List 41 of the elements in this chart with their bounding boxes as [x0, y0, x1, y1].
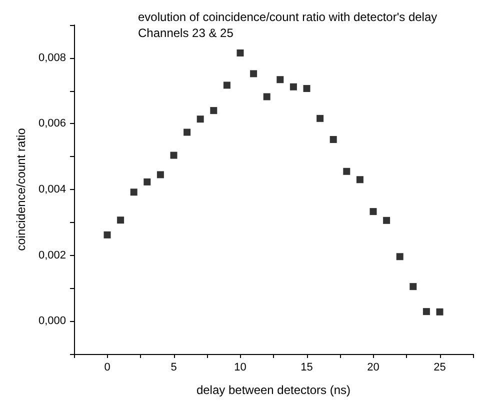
point [276, 76, 284, 84]
point [263, 93, 270, 100]
point [250, 70, 258, 78]
x-axis-title: delay between detectors (ns) [196, 383, 351, 397]
point [130, 188, 138, 196]
y-tick-label: 0,004 [38, 184, 66, 196]
y-axis-title: coincidence/count ratio [14, 128, 28, 251]
chart-title: evolution of coincidence/count ratio with detector's delay [138, 10, 438, 24]
point [303, 84, 310, 92]
point [356, 176, 364, 184]
point [330, 136, 337, 143]
point [290, 83, 297, 90]
x-tick-label: 15 [300, 362, 313, 374]
y-tick-label: 0,002 [38, 249, 66, 262]
x-tick-label: 0 [104, 362, 110, 374]
point [196, 116, 204, 123]
point [436, 308, 444, 316]
y-tick-label: 0,006 [38, 118, 66, 130]
point [210, 107, 218, 114]
point [422, 308, 430, 316]
y-tick-label: 0,000 [38, 315, 66, 328]
point [156, 171, 164, 178]
point [343, 168, 350, 175]
point [316, 114, 324, 122]
x-tick-label: 25 [434, 362, 446, 374]
point [396, 253, 404, 260]
point [223, 82, 230, 89]
y-tick-label: 0,008 [38, 52, 66, 64]
x-tick-label: 20 [367, 362, 380, 374]
point [236, 49, 244, 56]
chart-subtitle: Channels 23 & 25 [138, 26, 234, 40]
point [370, 208, 377, 216]
point [410, 283, 417, 290]
point [104, 231, 111, 238]
x-tick-label: 5 [170, 362, 177, 374]
point [144, 178, 151, 186]
point [117, 216, 124, 224]
x-tick-label: 10 [234, 362, 246, 374]
point [184, 128, 191, 136]
point [383, 216, 390, 224]
point [170, 152, 178, 159]
